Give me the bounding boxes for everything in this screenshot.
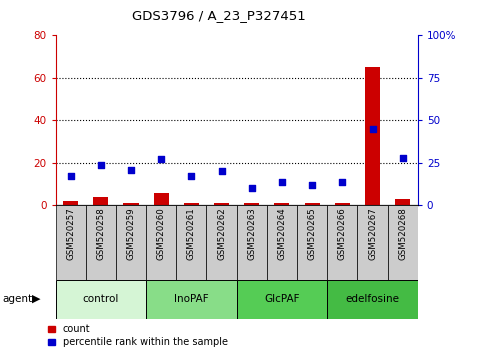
Point — [218, 169, 226, 174]
Point — [339, 179, 346, 184]
Bar — [274, 203, 289, 205]
Point — [187, 173, 195, 179]
Text: GSM520264: GSM520264 — [277, 207, 286, 260]
Text: GSM520262: GSM520262 — [217, 207, 226, 260]
Bar — [176, 205, 207, 280]
Bar — [124, 203, 139, 205]
Legend: count, percentile rank within the sample: count, percentile rank within the sample — [48, 325, 228, 347]
Text: GlcPAF: GlcPAF — [264, 294, 299, 304]
Bar — [327, 205, 357, 280]
Point — [248, 185, 256, 191]
Bar — [63, 201, 78, 205]
Text: ▶: ▶ — [32, 294, 41, 304]
Text: GDS3796 / A_23_P327451: GDS3796 / A_23_P327451 — [132, 9, 305, 22]
Bar — [244, 203, 259, 205]
Bar — [93, 197, 108, 205]
Bar — [146, 205, 176, 280]
Text: GSM520261: GSM520261 — [187, 207, 196, 260]
Text: GSM520258: GSM520258 — [96, 207, 105, 260]
Text: GSM520263: GSM520263 — [247, 207, 256, 260]
Bar — [116, 205, 146, 280]
Bar — [56, 280, 146, 319]
Point — [97, 162, 105, 167]
Bar — [335, 203, 350, 205]
Bar — [365, 67, 380, 205]
Bar — [305, 203, 320, 205]
Text: GSM520266: GSM520266 — [338, 207, 347, 260]
Text: GSM520268: GSM520268 — [398, 207, 407, 260]
Text: GSM520259: GSM520259 — [127, 207, 136, 260]
Text: GSM520260: GSM520260 — [156, 207, 166, 260]
Bar — [146, 280, 237, 319]
Bar — [297, 205, 327, 280]
Text: InoPAF: InoPAF — [174, 294, 209, 304]
Point — [67, 173, 74, 179]
Text: edelfosine: edelfosine — [345, 294, 399, 304]
Point — [127, 167, 135, 172]
Bar — [237, 280, 327, 319]
Bar — [56, 205, 86, 280]
Point — [278, 179, 286, 184]
Bar — [388, 205, 418, 280]
Bar — [207, 205, 237, 280]
Bar — [214, 203, 229, 205]
Bar — [357, 205, 388, 280]
Point — [308, 182, 316, 188]
Text: GSM520257: GSM520257 — [66, 207, 75, 260]
Point — [399, 155, 407, 161]
Text: GSM520267: GSM520267 — [368, 207, 377, 260]
Point — [157, 156, 165, 162]
Text: GSM520265: GSM520265 — [308, 207, 317, 260]
Bar — [327, 280, 418, 319]
Bar — [395, 199, 410, 205]
Bar — [267, 205, 297, 280]
Text: agent: agent — [2, 294, 32, 304]
Bar — [86, 205, 116, 280]
Point — [369, 126, 376, 132]
Bar — [154, 193, 169, 205]
Bar — [237, 205, 267, 280]
Text: control: control — [83, 294, 119, 304]
Bar — [184, 203, 199, 205]
